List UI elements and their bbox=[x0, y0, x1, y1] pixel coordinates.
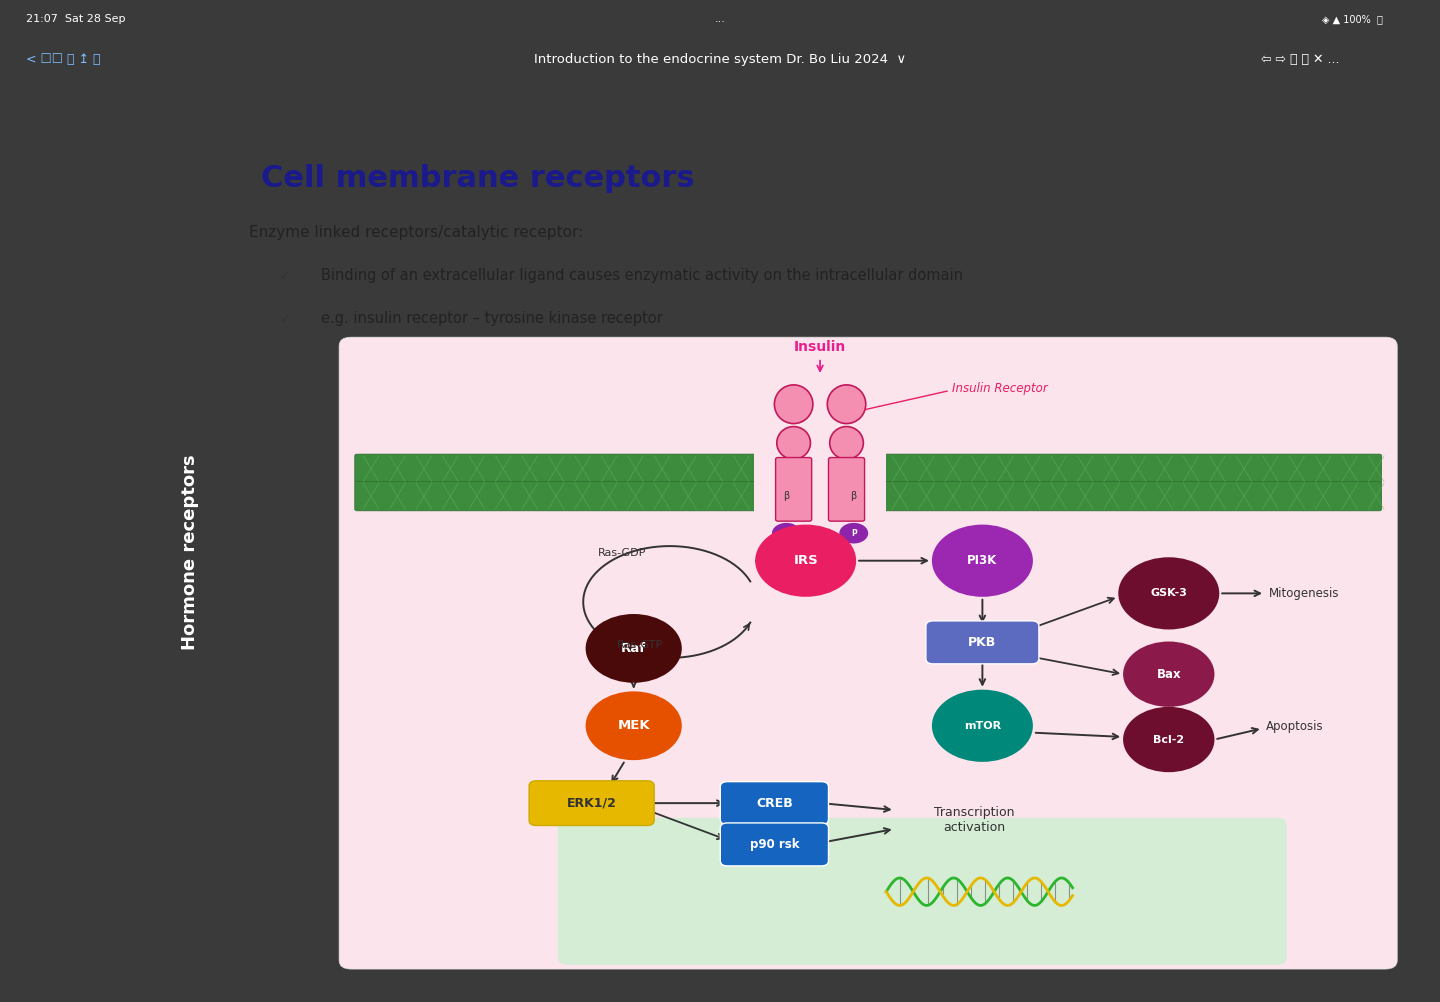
Text: Ras-GTP: Ras-GTP bbox=[616, 640, 662, 650]
Text: GSK-3: GSK-3 bbox=[1151, 588, 1187, 598]
Text: Mitogenesis: Mitogenesis bbox=[1269, 587, 1339, 600]
Text: Binding of an extracellular ligand causes enzymatic activity on the intracellula: Binding of an extracellular ligand cause… bbox=[321, 268, 963, 283]
FancyBboxPatch shape bbox=[720, 782, 828, 825]
FancyBboxPatch shape bbox=[354, 454, 1381, 483]
Text: ✓: ✓ bbox=[279, 311, 292, 326]
Circle shape bbox=[1123, 641, 1214, 706]
Text: CREB: CREB bbox=[756, 797, 793, 810]
FancyBboxPatch shape bbox=[528, 781, 654, 826]
Text: Apoptosis: Apoptosis bbox=[1266, 720, 1323, 733]
Text: ◈ ▲ 100%  🔋: ◈ ▲ 100% 🔋 bbox=[1322, 14, 1382, 24]
Text: < ☐☐ 🔍 ↥ 🎤: < ☐☐ 🔍 ↥ 🎤 bbox=[26, 53, 101, 65]
Text: Hormone receptors: Hormone receptors bbox=[181, 454, 199, 650]
Text: PI3K: PI3K bbox=[968, 554, 998, 567]
Text: β: β bbox=[783, 491, 789, 501]
Text: Transcription
activation: Transcription activation bbox=[933, 807, 1014, 835]
Text: Insulin: Insulin bbox=[793, 341, 847, 355]
Circle shape bbox=[932, 689, 1032, 762]
Text: MEK: MEK bbox=[618, 719, 649, 732]
Text: Ras-GDP: Ras-GDP bbox=[598, 548, 647, 558]
Text: e.g. insulin receptor – tyrosine kinase receptor: e.g. insulin receptor – tyrosine kinase … bbox=[321, 311, 662, 326]
Circle shape bbox=[932, 525, 1032, 597]
Text: Bcl-2: Bcl-2 bbox=[1153, 734, 1184, 744]
Circle shape bbox=[755, 525, 857, 597]
Text: Introduction to the endocrine system Dr. Bo Liu 2024  ∨: Introduction to the endocrine system Dr.… bbox=[534, 53, 906, 65]
Circle shape bbox=[772, 523, 801, 543]
Ellipse shape bbox=[776, 427, 811, 459]
Text: IRS: IRS bbox=[793, 554, 818, 567]
Text: P: P bbox=[851, 529, 857, 538]
Text: mTOR: mTOR bbox=[963, 720, 1001, 730]
Text: ...: ... bbox=[714, 14, 726, 24]
Text: ERK1/2: ERK1/2 bbox=[567, 797, 616, 810]
Text: β: β bbox=[851, 491, 857, 501]
Text: Enzyme linked receptors/catalytic receptor:: Enzyme linked receptors/catalytic recept… bbox=[249, 224, 583, 239]
FancyBboxPatch shape bbox=[926, 621, 1038, 664]
FancyBboxPatch shape bbox=[720, 823, 828, 866]
Circle shape bbox=[586, 614, 681, 682]
Text: Insulin Receptor: Insulin Receptor bbox=[952, 382, 1048, 395]
Circle shape bbox=[1123, 706, 1214, 773]
Circle shape bbox=[586, 691, 681, 761]
FancyBboxPatch shape bbox=[755, 452, 886, 513]
Text: ⇦ ⇨ 🔖 💾 ✕ ...: ⇦ ⇨ 🔖 💾 ✕ ... bbox=[1260, 53, 1339, 65]
FancyBboxPatch shape bbox=[340, 337, 1397, 969]
Text: P: P bbox=[783, 529, 789, 538]
Ellipse shape bbox=[829, 427, 864, 459]
FancyBboxPatch shape bbox=[354, 482, 1381, 511]
Text: Raf: Raf bbox=[621, 642, 647, 655]
Text: Cell membrane receptors: Cell membrane receptors bbox=[261, 163, 694, 192]
Text: PKB: PKB bbox=[968, 636, 996, 649]
Text: Bax: Bax bbox=[1156, 667, 1181, 680]
Circle shape bbox=[1119, 557, 1220, 629]
Text: ✓: ✓ bbox=[279, 268, 292, 283]
FancyBboxPatch shape bbox=[828, 458, 864, 521]
FancyBboxPatch shape bbox=[776, 458, 812, 521]
Text: p90 rsk: p90 rsk bbox=[750, 838, 799, 851]
Circle shape bbox=[840, 523, 868, 543]
FancyBboxPatch shape bbox=[557, 818, 1286, 965]
Ellipse shape bbox=[775, 385, 812, 424]
Text: 21:07  Sat 28 Sep: 21:07 Sat 28 Sep bbox=[26, 14, 125, 24]
Ellipse shape bbox=[828, 385, 865, 424]
